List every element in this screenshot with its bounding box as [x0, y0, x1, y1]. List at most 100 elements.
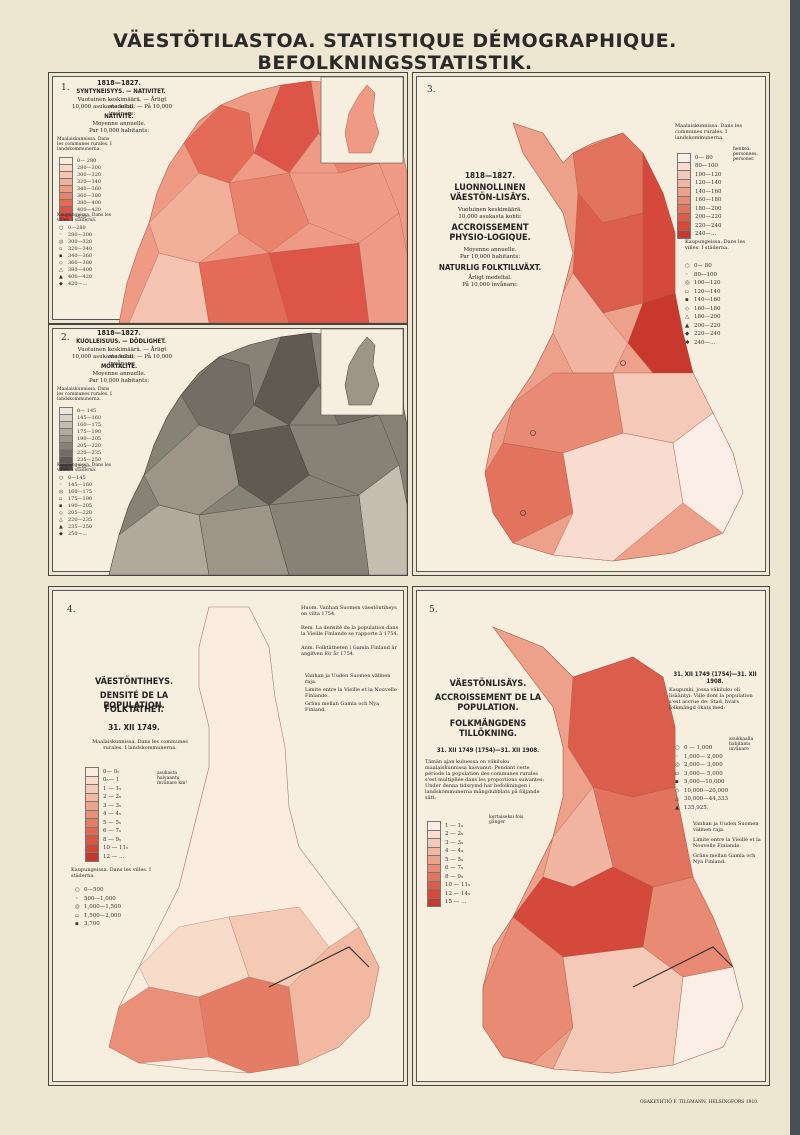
- city-symbol-icon: ◎: [685, 280, 690, 286]
- city-legend-row: ◦ 80—100: [685, 272, 717, 278]
- city-legend-label: 3,700: [84, 921, 100, 927]
- city-legend-row: ▪ 3,700: [75, 921, 100, 927]
- legend-label: 220—240: [695, 222, 722, 229]
- city-legend-row: ○ 0 — 1,000: [675, 745, 712, 751]
- city-symbol-icon: ○: [75, 887, 80, 893]
- choropleth-natural-increase: [484, 122, 744, 562]
- city-legend-label: 100—120: [694, 280, 721, 286]
- city-legend-label: 190—205: [68, 503, 93, 509]
- city-legend-row: △ 380—400: [59, 267, 92, 273]
- city-legend-label: 0—280: [68, 225, 86, 231]
- map-panel-4: 4. VÄESTÖNTIHEYS. DENSITÉ DE LA POPULATI…: [48, 586, 408, 1086]
- legend-label: 180—200: [695, 205, 722, 212]
- city-legend-row: ◎ 160—175: [59, 489, 92, 495]
- cities-head: Kaupungeissa. Dans les villes. I städern…: [685, 239, 746, 251]
- city-symbol-icon: ▲: [675, 804, 680, 811]
- city-symbol-icon: ✱: [685, 339, 690, 346]
- legend-label: 360—380: [77, 193, 102, 199]
- city-legend-label: 135,925.: [684, 804, 709, 811]
- legend-label: 240—…: [695, 231, 717, 238]
- city-legend-label: 205—220: [68, 510, 93, 516]
- city-legend-row: ▲ 200—220: [685, 323, 721, 329]
- city-legend-label: 0—145: [68, 475, 86, 481]
- legend-row: 12 — …: [85, 852, 125, 862]
- city-legend-row: ○ 0—500: [75, 887, 104, 893]
- city-legend-label: 320—340: [68, 246, 93, 252]
- legend-row: 420—…: [59, 213, 97, 221]
- city-legend-row: ✱ 240—…: [685, 340, 716, 346]
- city-legend-row: ▪ 190—205: [59, 503, 92, 509]
- subtitle: Vuotuinen keskimäärä. — Årligt medeltal.: [77, 97, 167, 110]
- choropleth-population-growth: [482, 626, 744, 1074]
- map-title-fr: NATIVITÉ.: [104, 113, 134, 120]
- legend-swatch: [427, 897, 441, 907]
- city-symbol-icon: ◇: [59, 260, 63, 266]
- main-title: VÄESTÖTILASTOA. STATISTIQUE DÉMOGRAPHIQU…: [113, 30, 677, 74]
- city-legend-row: ◆ 420—…: [59, 281, 88, 287]
- map-panel-3: 3. 1818—1827. LUONNOLLINEN VÄESTÖN-LISÄY…: [412, 72, 770, 576]
- note-line: Gräns mellan Gamla och Nya Finland.: [305, 701, 380, 713]
- legend-swatch: [59, 463, 73, 471]
- cities-unit: asukkaalla habitants invånare: [729, 737, 754, 752]
- map-title: LUONNOLLINEN VÄESTÖN-LISÄYS.: [449, 183, 530, 203]
- subtitle: 10,000 asukasta kohti: — På 10,000 invån…: [71, 104, 173, 117]
- subtitle-fr: Par 10,000 habitants:: [459, 254, 521, 260]
- note-line: Limite entre la Vieille et la Nouvelle F…: [693, 837, 761, 849]
- legend-label: 12 — 14₉: [445, 890, 471, 897]
- city-symbol-icon: ▪: [75, 921, 79, 927]
- city-symbol-icon: ◎: [59, 489, 64, 495]
- period: 1818—1827.: [97, 329, 141, 337]
- note-line: Gräns mellan Gamla och Nya Finland.: [693, 853, 756, 865]
- city-symbol-icon: ▪: [59, 253, 63, 259]
- city-legend-label: 380—400: [68, 267, 93, 273]
- legend-label: 250—…: [77, 464, 97, 470]
- legend-label: 10 — 11₉: [445, 882, 471, 889]
- legend-label: 140—160: [695, 188, 722, 195]
- legend-label: 160—180: [695, 197, 722, 204]
- legend-label: 400—420: [77, 207, 102, 213]
- legend-label: 5 — 5₅: [103, 819, 122, 826]
- city-symbol-icon: △: [59, 517, 63, 523]
- subtitle-sv: På 10,000 invånare:: [462, 282, 518, 288]
- subtitle: 10,000 asukasta kohti: — På 10,000 invån…: [71, 354, 173, 367]
- legend-row: 15 — …: [427, 897, 467, 907]
- city-legend-row: ▫ 3,000— 5,000: [675, 771, 723, 777]
- legend-label: 145—160: [77, 415, 102, 421]
- panel-number: 1.: [61, 83, 70, 93]
- city-symbol-icon: △: [675, 796, 680, 802]
- city-legend-label: 250—…: [68, 531, 88, 537]
- legend-label: 2 — 2₅: [103, 794, 122, 801]
- city-legend-label: 1,000—1,500: [84, 904, 121, 910]
- city-legend-row: ◇ 360—380: [59, 260, 92, 266]
- map-title-sv: FOLKMÄNGDENS TILLÖKNING.: [449, 719, 527, 739]
- city-legend-row: ○ 0—145: [59, 475, 86, 481]
- city-symbol-icon: ◎: [75, 904, 80, 910]
- city-legend-label: 220—235: [68, 517, 93, 523]
- city-symbol-icon: ○: [675, 745, 680, 751]
- subtitle-fr: Moyenne annuelle.: [92, 371, 146, 377]
- page-edge: [790, 0, 800, 1135]
- subtitle-fr: Moyenne annuelle.: [463, 247, 517, 253]
- legend-label: 120—140: [695, 180, 722, 187]
- city-legend-row: ▪ 5,000—10,000: [675, 779, 725, 785]
- city-legend-label: 220—240: [694, 331, 721, 337]
- legend-label: 200—220: [695, 214, 722, 221]
- legend-label: 6 — 7₅: [103, 828, 122, 835]
- city-legend-row: ▲ 400—420: [59, 274, 92, 280]
- city-legend-row: ▫ 1,500—2,000: [75, 913, 121, 919]
- legend-unit: kertaiseksi fois gånger: [489, 815, 524, 825]
- city-symbol-icon: ▫: [685, 288, 689, 295]
- city-legend-label: 140—160: [694, 297, 721, 303]
- legend-unit: asukasta halvaantu invånare km²: [157, 771, 188, 786]
- cities-head: Kaupungeissa. Dans les villes. I städern…: [71, 867, 152, 879]
- legend-label: 4 — 4₉: [445, 848, 464, 855]
- legend-label: 0— 80: [695, 154, 713, 161]
- subtitle-sv: Årligt medeltal.: [468, 275, 512, 281]
- legend-label: 0— 280: [77, 158, 97, 164]
- legend-label: 2 — 2₉: [445, 831, 464, 838]
- legend-label: 80—100: [695, 163, 718, 170]
- city-symbol-icon: ▪: [685, 297, 689, 303]
- legend-label: 100—120: [695, 171, 722, 178]
- choropleth-mortality: [108, 328, 407, 575]
- choropleth-nativity: [118, 76, 407, 323]
